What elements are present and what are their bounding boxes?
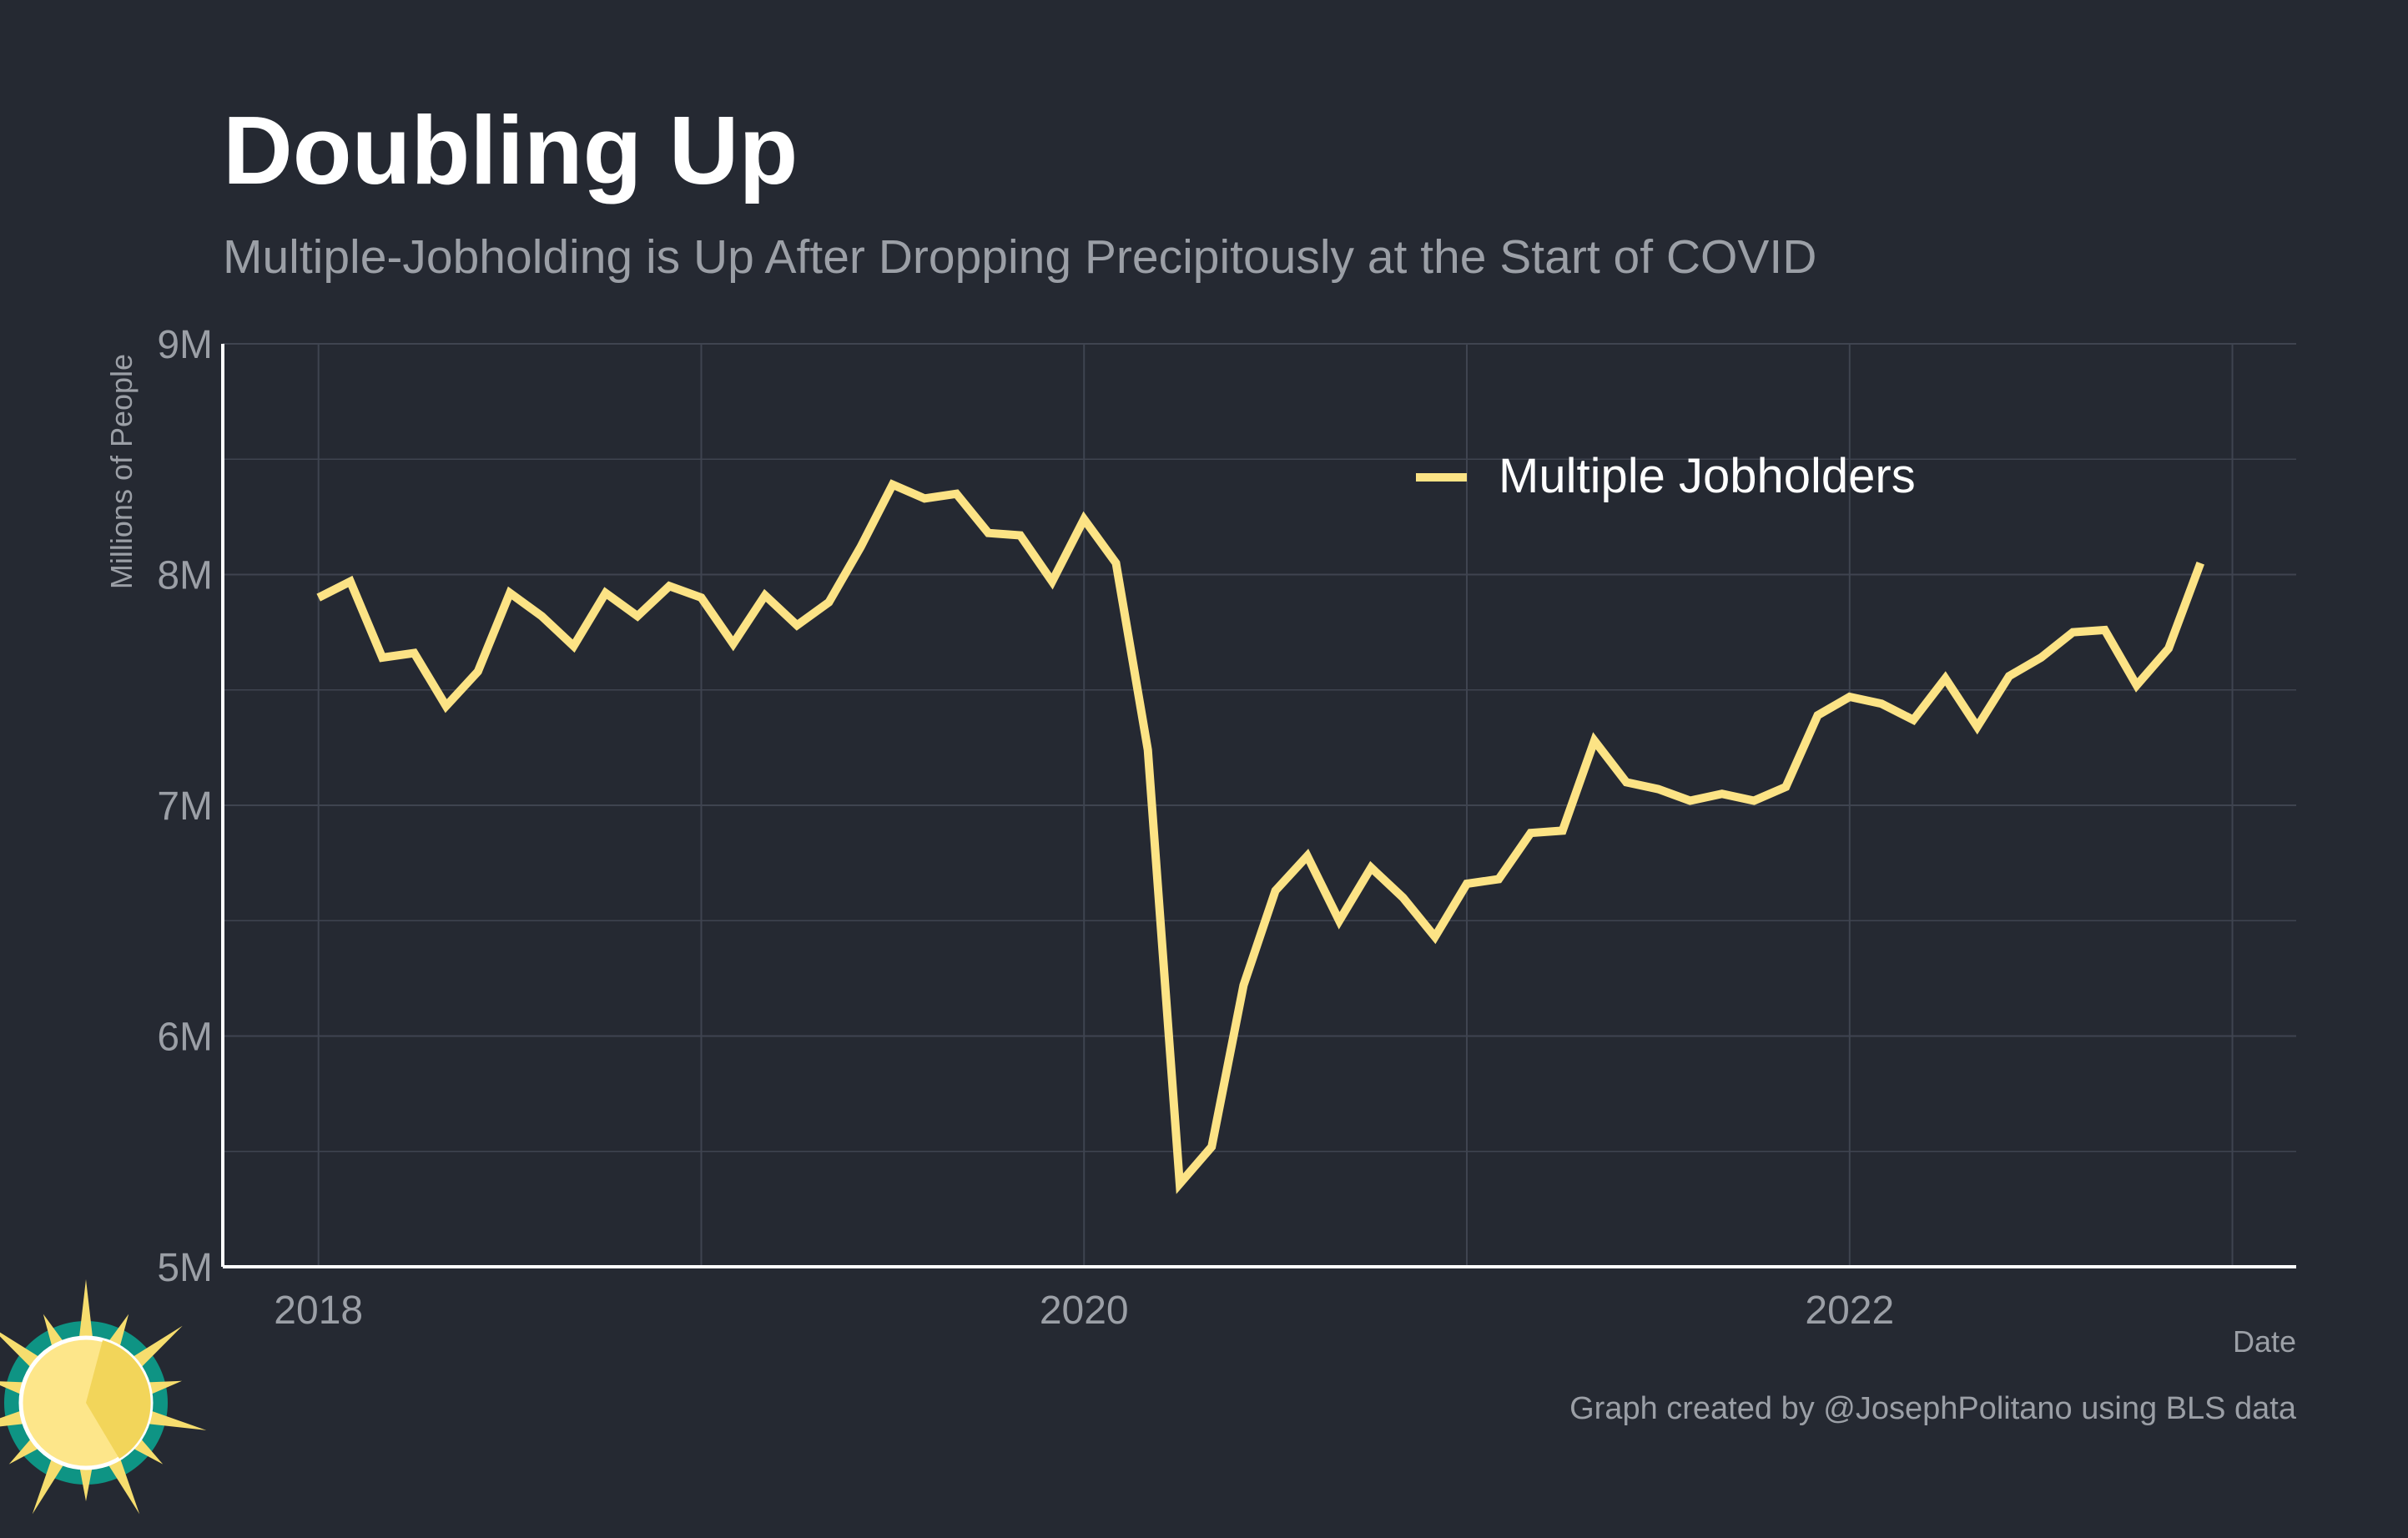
logo-ray bbox=[32, 1451, 68, 1515]
data-point bbox=[1718, 789, 1726, 798]
data-point bbox=[889, 481, 897, 489]
data-point bbox=[1526, 829, 1534, 837]
data-point bbox=[1463, 880, 1471, 888]
series-line-multiple-jobholders bbox=[316, 479, 2204, 1194]
x-tick-label: 2020 bbox=[1040, 1288, 1129, 1333]
data-point bbox=[442, 702, 451, 710]
data-point bbox=[1941, 674, 1949, 683]
data-point bbox=[1622, 778, 1630, 786]
data-point bbox=[1239, 981, 1247, 990]
data-point bbox=[2164, 644, 2173, 653]
data-point bbox=[793, 621, 801, 629]
data-point bbox=[378, 653, 386, 662]
data-point bbox=[1909, 716, 1917, 724]
data-point bbox=[1207, 1142, 1216, 1151]
data-point bbox=[315, 593, 323, 602]
data-point bbox=[1590, 737, 1599, 745]
data-point bbox=[633, 612, 642, 620]
data-point bbox=[410, 649, 418, 658]
data-point bbox=[2133, 681, 2141, 689]
data-point bbox=[1272, 886, 1280, 895]
data-point bbox=[1686, 796, 1695, 804]
data-point bbox=[1781, 783, 1790, 791]
data-point bbox=[1111, 559, 1120, 567]
sun-logo-icon bbox=[0, 1279, 207, 1515]
y-tick-label: 6M bbox=[157, 1016, 213, 1060]
data-point bbox=[2196, 559, 2204, 567]
logo-ray bbox=[126, 1325, 183, 1373]
x-tick-label: 2018 bbox=[274, 1288, 363, 1333]
y-tick-label: 7M bbox=[157, 784, 213, 829]
data-point bbox=[1814, 711, 1822, 719]
data-point bbox=[1494, 875, 1503, 883]
data-point bbox=[824, 598, 833, 607]
legend: Multiple Jobholders bbox=[1416, 449, 1916, 503]
data-point bbox=[2005, 672, 2013, 680]
logo-ray bbox=[78, 1279, 94, 1345]
data-point bbox=[570, 642, 578, 650]
data-point bbox=[985, 529, 993, 537]
y-tick-labels: 5M 6M 7M 8M 9M bbox=[157, 323, 213, 1290]
data-point bbox=[1750, 796, 1758, 804]
data-point bbox=[1399, 894, 1408, 902]
data-point bbox=[1144, 746, 1152, 754]
data-point bbox=[1016, 531, 1025, 539]
data-point bbox=[857, 542, 865, 551]
data-point bbox=[1303, 852, 1312, 860]
data-point bbox=[729, 639, 738, 648]
data-point bbox=[761, 591, 769, 599]
data-point bbox=[506, 589, 514, 598]
chart-caption: Graph created by @JosephPolitano using B… bbox=[1569, 1391, 2297, 1426]
data-point bbox=[1431, 933, 1439, 941]
data-point bbox=[1335, 916, 1343, 925]
data-point bbox=[1048, 577, 1056, 586]
chart-subtitle: Multiple-Jobholding is Up After Dropping… bbox=[223, 230, 1816, 284]
logo-ray bbox=[103, 1451, 140, 1515]
x-axis-label: Date bbox=[2233, 1324, 2296, 1359]
logo-sun-shade bbox=[86, 1340, 151, 1459]
data-point bbox=[1846, 693, 1854, 701]
y-tick-label: 5M bbox=[157, 1246, 213, 1290]
data-point bbox=[1654, 785, 1662, 794]
logo-ray bbox=[78, 1460, 94, 1501]
data-point bbox=[2101, 626, 2109, 634]
data-point bbox=[1559, 826, 1567, 835]
data-point bbox=[920, 494, 929, 502]
grid-major-lines bbox=[223, 343, 2296, 1267]
data-point bbox=[952, 490, 960, 498]
legend-label: Multiple Jobholders bbox=[1499, 449, 1916, 503]
plot-area bbox=[221, 343, 2296, 1268]
y-axis-label: Millions of People bbox=[104, 354, 139, 589]
data-point bbox=[1080, 515, 1088, 523]
data-point bbox=[602, 589, 610, 598]
x-tick-label: 2022 bbox=[1805, 1288, 1894, 1333]
chart-title: Doubling Up bbox=[223, 96, 798, 204]
logo-ray bbox=[140, 1408, 207, 1430]
data-point bbox=[1877, 699, 1886, 708]
data-point bbox=[2037, 653, 2045, 662]
data-point bbox=[1367, 864, 1375, 872]
x-tick-labels: 2018 2020 2022 bbox=[274, 1288, 1894, 1333]
data-point bbox=[346, 577, 355, 586]
data-point bbox=[1176, 1179, 1184, 1188]
data-point bbox=[2068, 628, 2077, 637]
data-point bbox=[537, 612, 546, 620]
data-point bbox=[697, 593, 705, 602]
data-point bbox=[665, 582, 673, 590]
y-tick-label: 8M bbox=[157, 554, 213, 598]
data-point bbox=[1973, 723, 1982, 731]
data-point bbox=[474, 668, 482, 676]
y-tick-label: 9M bbox=[157, 323, 213, 367]
